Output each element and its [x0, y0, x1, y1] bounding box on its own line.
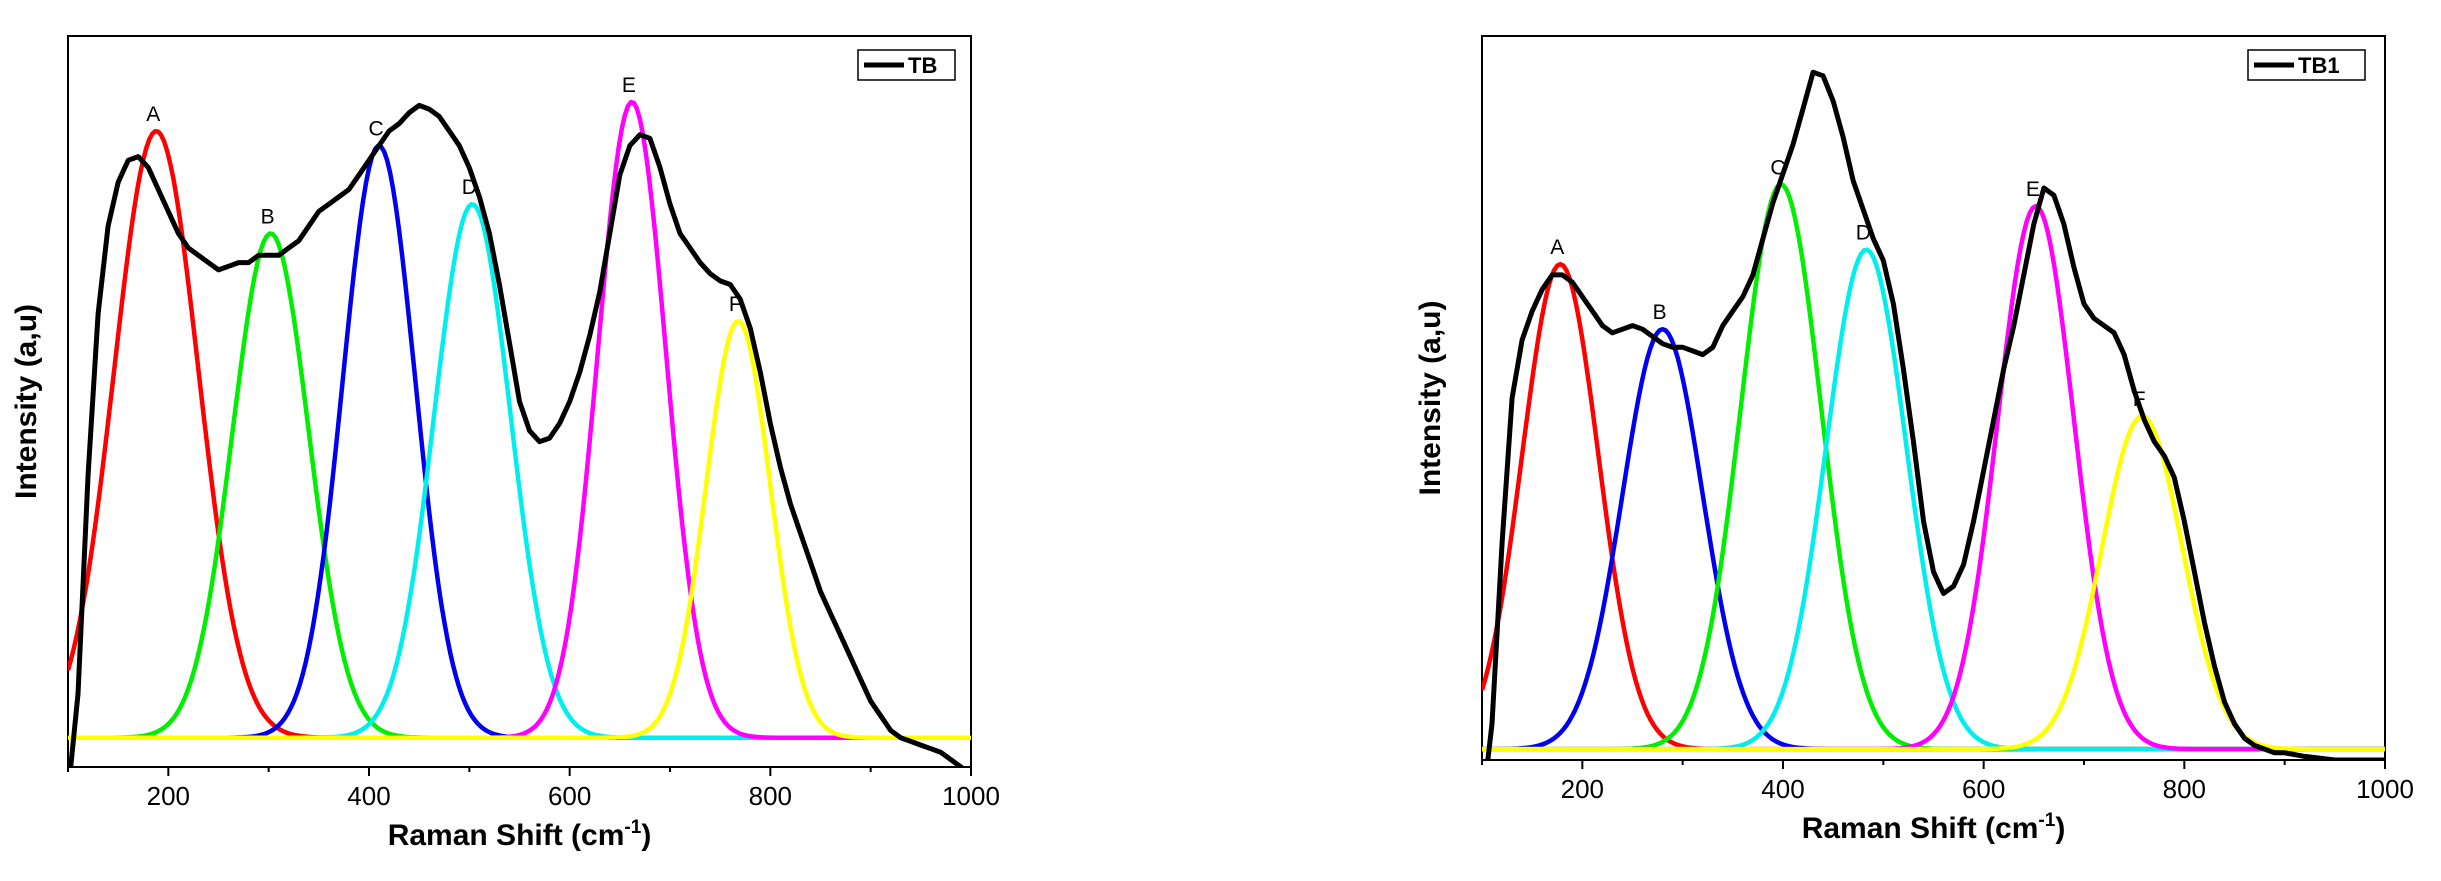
- peak-curve-d: [1482, 247, 2385, 752]
- peak-label-e: E: [2026, 178, 2040, 201]
- peak-label-f: F: [2133, 388, 2146, 411]
- plot-frame: [67, 35, 972, 768]
- peak-label-a: A: [146, 103, 160, 126]
- peak-label-e: E: [622, 74, 636, 97]
- plot-area: [68, 99, 971, 767]
- x-tick-label: 200: [1561, 774, 1604, 804]
- x-tick-label: 800: [749, 781, 792, 811]
- peak-label-f: F: [729, 293, 742, 316]
- plot-frame: [1481, 35, 2386, 761]
- x-axis-title: Raman Shift (cm-1): [1802, 810, 2066, 845]
- peak-curve-d: [68, 202, 971, 741]
- peak-label-d: D: [1856, 222, 1871, 245]
- peak-curve-b: [1482, 326, 2385, 752]
- peak-curve-a: [1482, 261, 2385, 752]
- y-axis-title: Intensity (a,u): [1414, 300, 1447, 495]
- x-tick-label: 1000: [2356, 774, 2414, 804]
- peak-label-c: C: [368, 118, 383, 141]
- peak-label-b: B: [1653, 301, 1667, 324]
- x-tick-label: 400: [347, 781, 390, 811]
- legend: TB1: [2247, 49, 2366, 81]
- chart-panel-tb: 200 400 600 800 1000 Raman Shift (cm-1) Intens…: [10, 35, 1000, 852]
- x-axis-title: Raman Shift (cm-1): [388, 817, 652, 852]
- peak-curve-c: [1482, 182, 2385, 752]
- x-tick-label: 600: [548, 781, 591, 811]
- peak-curve-c: [68, 143, 971, 741]
- measured-spectrum-line: [1485, 69, 2385, 760]
- peak-label-c: C: [1770, 156, 1785, 179]
- chart-panel-tb1: 200 400 600 800 1000 Raman Shift (cm-1) Intens…: [1414, 35, 2414, 845]
- x-tick-label: 200: [147, 781, 190, 811]
- peak-curve-f: [68, 319, 971, 741]
- plot-area: [1482, 69, 2385, 760]
- legend: TB: [857, 49, 956, 81]
- x-tick-label: 600: [1962, 774, 2005, 804]
- measured-spectrum-line: [68, 102, 966, 767]
- x-tick-label: 400: [1761, 774, 1804, 804]
- peak-label-b: B: [261, 205, 275, 228]
- y-axis-title: Intensity (a,u): [10, 304, 43, 499]
- peak-curve-e: [1482, 203, 2385, 752]
- peak-label-a: A: [1550, 236, 1564, 259]
- x-tick-label: 1000: [942, 781, 1000, 811]
- legend-label: TB: [908, 53, 937, 78]
- legend-label: TB1: [2298, 53, 2340, 78]
- peak-label-d: D: [462, 176, 477, 199]
- peak-curve-a: [68, 128, 971, 741]
- x-tick-label: 800: [2163, 774, 2206, 804]
